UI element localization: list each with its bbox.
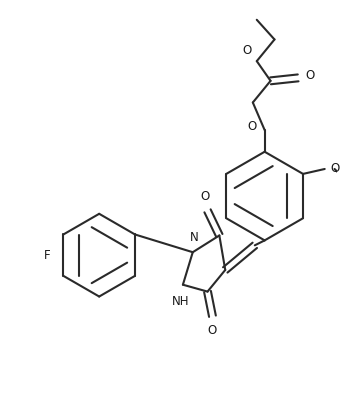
- Text: O: O: [200, 190, 209, 203]
- Text: O: O: [208, 324, 217, 337]
- Text: O: O: [248, 119, 257, 133]
- Text: N: N: [190, 231, 199, 244]
- Text: NH: NH: [172, 295, 190, 308]
- Text: O: O: [305, 69, 314, 83]
- Text: F: F: [44, 249, 51, 262]
- Text: O: O: [331, 162, 340, 176]
- Text: O: O: [242, 44, 252, 57]
